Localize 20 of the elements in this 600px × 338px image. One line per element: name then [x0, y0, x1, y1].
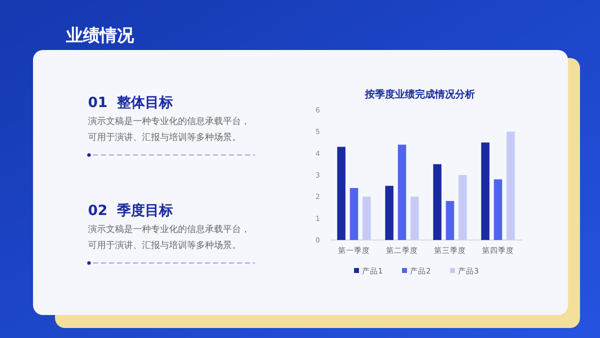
bar — [481, 142, 490, 240]
bar — [337, 146, 346, 240]
bar — [362, 196, 371, 240]
bar — [433, 164, 442, 240]
text: 演示文稿是一种专业化的信息承载平台， — [88, 116, 250, 128]
bar — [398, 144, 406, 240]
text: 可用于演讲、汇报与培训等多种场景。 — [88, 132, 241, 144]
text: 业绩情况 — [65, 26, 135, 46]
bar — [385, 186, 394, 240]
bar — [494, 179, 502, 240]
text: 演示文稿是一种专业化的信息承载平台， — [88, 224, 250, 236]
bar — [410, 196, 419, 240]
bar — [446, 201, 454, 240]
bar — [458, 175, 467, 240]
bar — [506, 132, 515, 240]
text: 02 季度目标 — [88, 202, 174, 219]
text: 可用于演讲、汇报与培训等多种场景。 — [88, 240, 241, 252]
text: 01 整体目标 — [88, 94, 174, 111]
chart-title: 按季度业绩完成情况分析 — [364, 88, 475, 100]
bar — [350, 188, 358, 240]
